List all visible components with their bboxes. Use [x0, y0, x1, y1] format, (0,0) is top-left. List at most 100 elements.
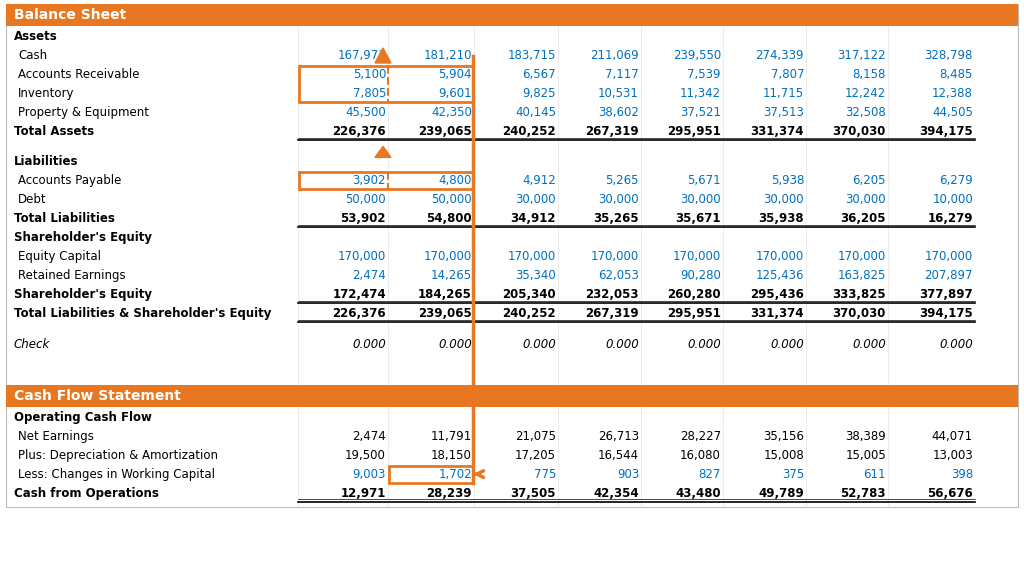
Text: 7,117: 7,117: [605, 68, 639, 81]
Bar: [6, 4, 1018, 26]
Text: 11,791: 11,791: [431, 430, 472, 443]
Text: 13,003: 13,003: [932, 448, 973, 462]
Text: 6,205: 6,205: [853, 174, 886, 187]
Text: 8,485: 8,485: [940, 68, 973, 81]
Text: 40,145: 40,145: [515, 106, 556, 119]
Text: 183,715: 183,715: [508, 49, 556, 62]
Text: Liabilities: Liabilities: [14, 155, 79, 168]
Text: 19,500: 19,500: [345, 448, 386, 462]
Text: 239,065: 239,065: [418, 308, 472, 320]
Text: 35,265: 35,265: [593, 212, 639, 225]
Text: 170,000: 170,000: [673, 250, 721, 263]
Text: 333,825: 333,825: [833, 289, 886, 301]
Text: Plus: Depreciation & Amortization: Plus: Depreciation & Amortization: [18, 448, 218, 462]
Text: 50,000: 50,000: [345, 193, 386, 206]
Text: 37,521: 37,521: [680, 106, 721, 119]
Text: 394,175: 394,175: [920, 308, 973, 320]
Text: 3,902: 3,902: [352, 174, 386, 187]
Text: 172,474: 172,474: [333, 289, 386, 301]
Text: 328,798: 328,798: [925, 49, 973, 62]
Text: 28,239: 28,239: [427, 486, 472, 500]
Text: 10,531: 10,531: [598, 87, 639, 100]
Text: 15,005: 15,005: [845, 448, 886, 462]
Text: 56,676: 56,676: [928, 486, 973, 500]
Text: 38,389: 38,389: [845, 430, 886, 443]
Text: 226,376: 226,376: [333, 125, 386, 138]
Text: 30,000: 30,000: [515, 193, 556, 206]
Text: 267,319: 267,319: [586, 125, 639, 138]
Text: 0.000: 0.000: [687, 338, 721, 351]
Text: 44,071: 44,071: [932, 430, 973, 443]
Text: 398: 398: [950, 467, 973, 481]
Text: 375: 375: [781, 467, 804, 481]
Text: 0.000: 0.000: [770, 338, 804, 351]
Text: 1,702: 1,702: [438, 467, 472, 481]
Text: 232,053: 232,053: [586, 289, 639, 301]
Text: 211,069: 211,069: [591, 49, 639, 62]
Text: 7,539: 7,539: [687, 68, 721, 81]
Text: 35,340: 35,340: [515, 270, 556, 282]
Text: 331,374: 331,374: [751, 125, 804, 138]
Bar: [6, 4, 1018, 507]
Bar: [299, 172, 473, 189]
Text: 170,000: 170,000: [508, 250, 556, 263]
Text: 0.000: 0.000: [852, 338, 886, 351]
Text: 30,000: 30,000: [598, 193, 639, 206]
Bar: [389, 466, 473, 482]
Text: 317,122: 317,122: [838, 49, 886, 62]
Text: Cash from Operations: Cash from Operations: [14, 486, 159, 500]
Text: 170,000: 170,000: [424, 250, 472, 263]
Text: 42,350: 42,350: [431, 106, 472, 119]
Text: 4,912: 4,912: [522, 174, 556, 187]
Text: Shareholder's Equity: Shareholder's Equity: [14, 231, 152, 244]
Text: 170,000: 170,000: [925, 250, 973, 263]
Text: 207,897: 207,897: [925, 270, 973, 282]
Text: 239,550: 239,550: [673, 49, 721, 62]
Text: Property & Equipment: Property & Equipment: [18, 106, 150, 119]
Text: 28,227: 28,227: [680, 430, 721, 443]
Text: 37,505: 37,505: [511, 486, 556, 500]
Text: Accounts Receivable: Accounts Receivable: [18, 68, 139, 81]
Text: 239,065: 239,065: [418, 125, 472, 138]
Text: 240,252: 240,252: [503, 125, 556, 138]
Text: 53,902: 53,902: [341, 212, 386, 225]
Text: Total Assets: Total Assets: [14, 125, 94, 138]
Text: 62,053: 62,053: [598, 270, 639, 282]
Text: 205,340: 205,340: [503, 289, 556, 301]
Text: 7,807: 7,807: [770, 68, 804, 81]
Text: 16,544: 16,544: [598, 448, 639, 462]
Text: 5,100: 5,100: [352, 68, 386, 81]
Text: 2,474: 2,474: [352, 430, 386, 443]
Text: 44,505: 44,505: [932, 106, 973, 119]
Text: 10,000: 10,000: [932, 193, 973, 206]
Text: 16,279: 16,279: [928, 212, 973, 225]
Text: Shareholder's Equity: Shareholder's Equity: [14, 289, 152, 301]
Text: 8,158: 8,158: [853, 68, 886, 81]
Text: 5,904: 5,904: [438, 68, 472, 81]
Text: 170,000: 170,000: [838, 250, 886, 263]
Text: 37,513: 37,513: [763, 106, 804, 119]
Bar: [299, 66, 473, 102]
Text: 12,388: 12,388: [932, 87, 973, 100]
Text: 170,000: 170,000: [338, 250, 386, 263]
Text: 184,265: 184,265: [418, 289, 472, 301]
Text: 5,265: 5,265: [605, 174, 639, 187]
Text: 90,280: 90,280: [680, 270, 721, 282]
Text: 34,912: 34,912: [511, 212, 556, 225]
Text: 903: 903: [616, 467, 639, 481]
Text: 36,205: 36,205: [841, 212, 886, 225]
Text: 827: 827: [698, 467, 721, 481]
Text: 7,805: 7,805: [352, 87, 386, 100]
Text: 295,951: 295,951: [667, 125, 721, 138]
Text: 611: 611: [863, 467, 886, 481]
Text: 30,000: 30,000: [846, 193, 886, 206]
Text: Equity Capital: Equity Capital: [18, 250, 101, 263]
Text: 0.000: 0.000: [605, 338, 639, 351]
Text: 331,374: 331,374: [751, 308, 804, 320]
Text: 394,175: 394,175: [920, 125, 973, 138]
Text: 5,671: 5,671: [687, 174, 721, 187]
Text: 240,252: 240,252: [503, 308, 556, 320]
Text: 35,671: 35,671: [676, 212, 721, 225]
Text: 260,280: 260,280: [668, 289, 721, 301]
Text: 42,354: 42,354: [593, 486, 639, 500]
